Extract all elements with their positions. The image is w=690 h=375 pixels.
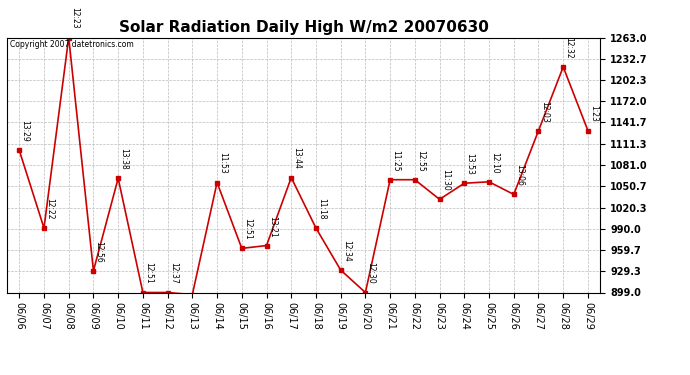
Text: 13:06: 13:06: [515, 164, 524, 186]
Text: 11:53: 11:53: [218, 152, 227, 174]
Text: 12:37: 12:37: [169, 262, 178, 284]
Text: 13:38: 13:38: [119, 148, 128, 170]
Text: 12:22: 12:22: [46, 198, 55, 220]
Text: 1:23: 1:23: [589, 105, 598, 122]
Text: 13:29: 13:29: [21, 120, 30, 142]
Text: 12:23: 12:23: [70, 8, 79, 29]
Text: 12:55: 12:55: [416, 150, 425, 171]
Text: 12:51: 12:51: [243, 218, 252, 240]
Text: 12:51: 12:51: [144, 262, 153, 284]
Text: 11:18: 11:18: [317, 198, 326, 220]
Text: 13:21: 13:21: [268, 216, 277, 237]
Text: 12:56: 12:56: [95, 241, 103, 262]
Text: 11:30: 11:30: [441, 169, 450, 191]
Text: 12:27: 12:27: [0, 374, 1, 375]
Text: 12:32: 12:32: [564, 37, 573, 58]
Text: 12:30: 12:30: [366, 262, 375, 284]
Text: 12:03: 12:03: [540, 100, 549, 122]
Text: Copyright 2007 datetronics.com: Copyright 2007 datetronics.com: [10, 40, 134, 49]
Text: 13:44: 13:44: [293, 147, 302, 169]
Text: 12:34: 12:34: [342, 240, 351, 262]
Text: 13:53: 13:53: [466, 153, 475, 175]
Text: 12:10: 12:10: [491, 152, 500, 173]
Text: 11:25: 11:25: [391, 150, 400, 171]
Title: Solar Radiation Daily High W/m2 20070630: Solar Radiation Daily High W/m2 20070630: [119, 20, 489, 35]
